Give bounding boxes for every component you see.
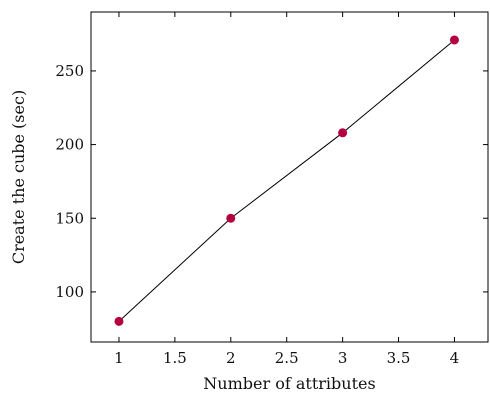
series-line bbox=[118, 39, 455, 322]
series-group bbox=[114, 35, 459, 326]
x-axis-title: Number of attributes bbox=[203, 374, 375, 393]
x-tick-label: 2 bbox=[226, 349, 236, 367]
y-tick-label: 200 bbox=[55, 136, 84, 154]
data-point bbox=[114, 316, 124, 326]
y-tick-label: 150 bbox=[55, 209, 84, 227]
y-axis-title: Create the cube (sec) bbox=[9, 90, 28, 264]
x-tick-label: 2.5 bbox=[275, 349, 299, 367]
ticks-group bbox=[91, 12, 488, 342]
x-tick-label: 3.5 bbox=[387, 349, 411, 367]
x-tick-label: 1 bbox=[114, 349, 124, 367]
data-point bbox=[226, 213, 236, 223]
data-point bbox=[338, 128, 348, 138]
y-tick-label: 250 bbox=[55, 62, 84, 80]
x-tick-label: 1.5 bbox=[163, 349, 187, 367]
tick-labels-group: 1 1.5 2 2.5 3 3.5 4 100 150 200 250 bbox=[55, 62, 459, 367]
y-tick-label: 100 bbox=[55, 283, 84, 301]
data-point bbox=[449, 35, 459, 45]
x-tick-label: 3 bbox=[338, 349, 348, 367]
x-tick-label: 4 bbox=[450, 349, 460, 367]
plot-frame bbox=[90, 11, 489, 343]
